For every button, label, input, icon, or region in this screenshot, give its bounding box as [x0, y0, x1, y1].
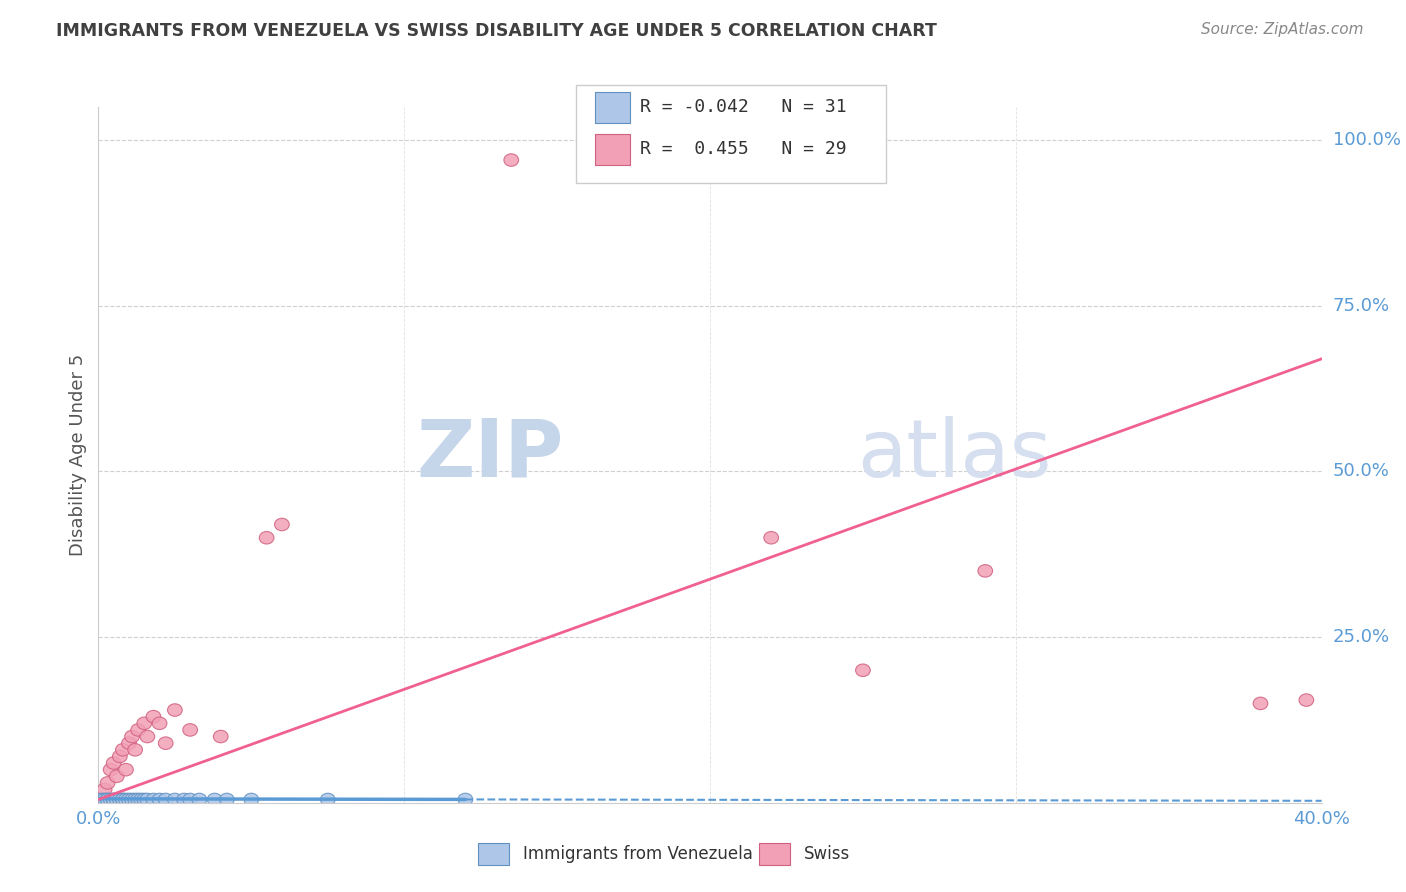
Text: Immigrants from Venezuela: Immigrants from Venezuela	[523, 845, 752, 863]
Text: 75.0%: 75.0%	[1333, 297, 1391, 315]
Text: Source: ZipAtlas.com: Source: ZipAtlas.com	[1201, 22, 1364, 37]
Ellipse shape	[94, 793, 108, 805]
Ellipse shape	[136, 717, 152, 730]
Ellipse shape	[183, 793, 197, 805]
Ellipse shape	[1253, 698, 1268, 710]
Ellipse shape	[167, 704, 183, 716]
Ellipse shape	[193, 793, 207, 805]
Ellipse shape	[122, 793, 136, 805]
Ellipse shape	[134, 793, 149, 805]
Ellipse shape	[107, 793, 121, 805]
Y-axis label: Disability Age Under 5: Disability Age Under 5	[69, 354, 87, 556]
Ellipse shape	[103, 793, 118, 805]
Ellipse shape	[115, 793, 131, 805]
Ellipse shape	[245, 793, 259, 805]
Text: atlas: atlas	[856, 416, 1052, 494]
Ellipse shape	[100, 793, 115, 805]
Ellipse shape	[131, 723, 145, 736]
Text: R = -0.042   N = 31: R = -0.042 N = 31	[640, 98, 846, 117]
Ellipse shape	[141, 731, 155, 743]
Ellipse shape	[159, 793, 173, 805]
Ellipse shape	[100, 777, 115, 789]
Ellipse shape	[159, 737, 173, 749]
Ellipse shape	[107, 756, 121, 769]
Ellipse shape	[141, 793, 155, 805]
Ellipse shape	[581, 153, 595, 166]
Ellipse shape	[1299, 694, 1313, 706]
Ellipse shape	[125, 731, 139, 743]
Ellipse shape	[763, 532, 779, 544]
Text: 100.0%: 100.0%	[1333, 131, 1400, 149]
Text: ZIP: ZIP	[416, 416, 564, 494]
Text: 25.0%: 25.0%	[1333, 628, 1391, 646]
Ellipse shape	[125, 793, 139, 805]
Text: 50.0%: 50.0%	[1333, 462, 1389, 481]
Text: IMMIGRANTS FROM VENEZUELA VS SWISS DISABILITY AGE UNDER 5 CORRELATION CHART: IMMIGRANTS FROM VENEZUELA VS SWISS DISAB…	[56, 22, 938, 40]
Ellipse shape	[131, 793, 145, 805]
Ellipse shape	[146, 710, 160, 723]
Ellipse shape	[979, 565, 993, 577]
Ellipse shape	[122, 737, 136, 749]
Ellipse shape	[103, 764, 118, 776]
Ellipse shape	[274, 518, 290, 531]
Ellipse shape	[207, 793, 222, 805]
Ellipse shape	[856, 664, 870, 676]
Text: R =  0.455   N = 29: R = 0.455 N = 29	[640, 140, 846, 159]
Ellipse shape	[177, 793, 191, 805]
Ellipse shape	[503, 153, 519, 166]
Ellipse shape	[110, 770, 124, 782]
Ellipse shape	[167, 793, 183, 805]
Ellipse shape	[146, 793, 160, 805]
Ellipse shape	[183, 723, 197, 736]
Ellipse shape	[152, 717, 167, 730]
Ellipse shape	[321, 793, 335, 805]
Ellipse shape	[219, 793, 235, 805]
Ellipse shape	[128, 744, 142, 756]
Ellipse shape	[107, 793, 121, 805]
Ellipse shape	[115, 744, 131, 756]
Ellipse shape	[100, 793, 115, 805]
Ellipse shape	[112, 793, 127, 805]
Ellipse shape	[214, 731, 228, 743]
Ellipse shape	[118, 793, 134, 805]
Ellipse shape	[110, 793, 124, 805]
Ellipse shape	[97, 783, 112, 796]
Ellipse shape	[97, 793, 112, 805]
Ellipse shape	[115, 793, 131, 805]
Ellipse shape	[458, 793, 472, 805]
Text: Swiss: Swiss	[804, 845, 851, 863]
Ellipse shape	[136, 793, 152, 805]
Ellipse shape	[112, 750, 127, 763]
Ellipse shape	[259, 532, 274, 544]
Ellipse shape	[118, 764, 134, 776]
Ellipse shape	[128, 793, 142, 805]
Ellipse shape	[152, 793, 167, 805]
